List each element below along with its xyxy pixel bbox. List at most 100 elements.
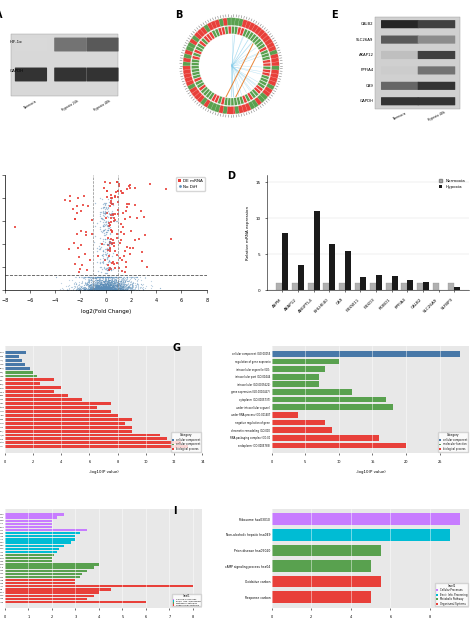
Bar bbox=[5, 516, 56, 519]
Point bbox=[105, 277, 112, 286]
Point bbox=[85, 275, 93, 285]
Point bbox=[98, 272, 105, 281]
Point bbox=[100, 230, 108, 240]
Point bbox=[147, 280, 155, 290]
Point bbox=[135, 283, 142, 293]
Point bbox=[111, 275, 118, 285]
Point bbox=[93, 282, 100, 292]
Point bbox=[131, 272, 138, 281]
Polygon shape bbox=[263, 69, 271, 73]
Point bbox=[127, 283, 134, 293]
Point bbox=[101, 277, 109, 286]
Point bbox=[105, 282, 113, 292]
Bar bbox=[5, 430, 132, 433]
Point bbox=[92, 284, 100, 294]
Point bbox=[123, 285, 130, 295]
Point bbox=[87, 279, 95, 289]
Point bbox=[109, 285, 116, 295]
Polygon shape bbox=[268, 46, 278, 55]
Point bbox=[114, 278, 121, 288]
Point bbox=[84, 283, 91, 293]
Point bbox=[118, 272, 125, 281]
Point bbox=[110, 281, 118, 291]
Point bbox=[111, 285, 119, 294]
Point bbox=[104, 277, 112, 287]
Point bbox=[89, 284, 96, 294]
Point bbox=[76, 285, 84, 294]
Polygon shape bbox=[242, 95, 247, 103]
Point bbox=[110, 284, 118, 294]
Point bbox=[103, 285, 111, 295]
Bar bbox=[417, 283, 423, 290]
Point bbox=[81, 284, 88, 294]
Point bbox=[92, 273, 100, 283]
Point bbox=[90, 285, 98, 295]
Point bbox=[107, 198, 114, 208]
Point bbox=[120, 285, 128, 294]
Point bbox=[104, 239, 112, 249]
Point bbox=[114, 277, 121, 286]
Point bbox=[103, 279, 111, 289]
Point bbox=[99, 217, 107, 227]
Point bbox=[118, 284, 126, 294]
Point bbox=[106, 278, 113, 288]
Point bbox=[73, 285, 80, 295]
Bar bbox=[5, 588, 110, 591]
Point bbox=[106, 229, 114, 239]
Point bbox=[113, 250, 121, 260]
Point bbox=[99, 282, 106, 292]
Point bbox=[103, 213, 110, 223]
Point bbox=[107, 284, 114, 294]
Point bbox=[119, 281, 127, 291]
Point bbox=[107, 194, 115, 204]
Point bbox=[120, 285, 128, 294]
Point bbox=[103, 277, 111, 286]
Point bbox=[104, 279, 112, 289]
Point bbox=[126, 272, 134, 281]
Point bbox=[106, 264, 113, 273]
Point bbox=[100, 284, 108, 294]
Point bbox=[86, 280, 93, 290]
Point bbox=[93, 283, 100, 293]
Point bbox=[99, 285, 106, 295]
Point bbox=[105, 285, 112, 294]
Point bbox=[95, 244, 103, 254]
Point bbox=[105, 257, 112, 267]
Point bbox=[107, 277, 115, 287]
Point bbox=[101, 218, 109, 228]
Point bbox=[102, 280, 110, 290]
Polygon shape bbox=[247, 92, 253, 100]
Point bbox=[103, 276, 110, 286]
Point bbox=[89, 284, 96, 294]
Text: Hypoxia 24h: Hypoxia 24h bbox=[61, 99, 79, 112]
Point bbox=[124, 279, 131, 289]
Point bbox=[112, 277, 120, 286]
Polygon shape bbox=[252, 89, 259, 96]
Point bbox=[90, 280, 97, 290]
Point bbox=[105, 210, 112, 219]
Point bbox=[114, 276, 122, 286]
Bar bbox=[433, 283, 438, 290]
Polygon shape bbox=[239, 19, 247, 28]
Point bbox=[84, 285, 91, 295]
Point bbox=[108, 239, 116, 249]
Polygon shape bbox=[183, 73, 192, 81]
Point bbox=[102, 217, 110, 227]
Point bbox=[97, 281, 105, 291]
Point bbox=[100, 283, 108, 293]
Point bbox=[85, 275, 93, 285]
Bar bbox=[5, 595, 94, 597]
Point bbox=[98, 284, 106, 294]
Point bbox=[99, 284, 106, 294]
Point bbox=[93, 278, 101, 288]
Point bbox=[103, 278, 110, 288]
Point bbox=[117, 284, 125, 294]
Point bbox=[99, 280, 106, 290]
Point bbox=[102, 285, 109, 295]
Point bbox=[95, 281, 102, 291]
Point bbox=[132, 282, 139, 292]
Point bbox=[75, 283, 82, 293]
Point bbox=[108, 281, 116, 291]
Point bbox=[86, 280, 94, 290]
Point bbox=[69, 204, 77, 214]
